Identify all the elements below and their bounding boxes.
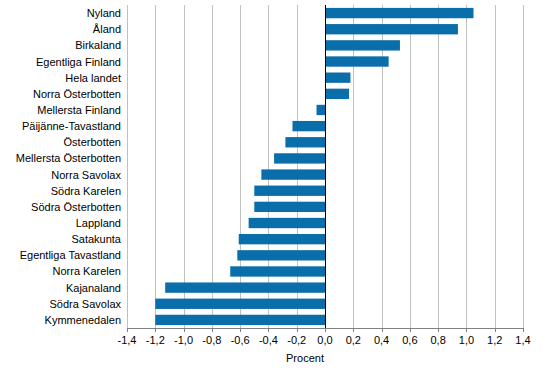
grid-line — [212, 5, 213, 328]
grid-line — [240, 5, 241, 328]
grid-line — [466, 5, 467, 328]
grid-line — [438, 5, 439, 328]
grid-line — [353, 5, 354, 328]
chart: -1,4 -1,2 -1,0 -0,8 -0,6 -0,4 -0,2 0,0 0,2 0,4 0,6… — [0, 0, 557, 368]
grid-line — [127, 5, 128, 328]
x-axis-line — [127, 328, 523, 329]
grid-line — [297, 5, 298, 328]
category-label: Kymmenedalen — [45, 314, 121, 326]
grid-line — [382, 5, 383, 328]
tick-label: -1,0 — [174, 334, 193, 346]
tick-mark — [523, 328, 524, 332]
category-label: Södra Savolax — [49, 298, 121, 310]
bar — [325, 24, 458, 34]
grid-line — [155, 5, 156, 328]
bar — [249, 218, 325, 228]
grid-line — [523, 5, 524, 328]
bar — [285, 137, 325, 147]
category-label: Hela landet — [65, 72, 121, 84]
bars — [155, 8, 473, 325]
x-axis-label: Procent — [286, 352, 324, 364]
tick-label: -1,4 — [118, 334, 137, 346]
bar — [292, 121, 325, 131]
bar — [325, 89, 349, 99]
bar — [239, 234, 325, 244]
tick-label: 0,2 — [346, 334, 361, 346]
tick-label: -0,2 — [287, 334, 306, 346]
category-label: Norra Savolax — [51, 169, 121, 181]
category-label: Nyland — [87, 7, 121, 19]
bar — [254, 186, 325, 196]
bar — [237, 250, 325, 260]
bar — [325, 73, 350, 83]
tick-label: 0,0 — [317, 334, 332, 346]
category-label: Kajanaland — [66, 282, 121, 294]
bar — [155, 299, 325, 309]
grid-line — [410, 5, 411, 328]
tick-label: 0,8 — [430, 334, 445, 346]
category-label: Österbotten — [64, 136, 121, 148]
bar — [261, 169, 325, 179]
grid-line — [495, 5, 496, 328]
tick-label: -0,8 — [202, 334, 221, 346]
bar — [274, 153, 325, 163]
tick-label: 1,4 — [515, 334, 530, 346]
grid-line — [184, 5, 185, 328]
category-label: Södra Österbotten — [31, 201, 121, 213]
bar — [325, 40, 400, 50]
tick-label: 1,2 — [487, 334, 502, 346]
zero-line — [325, 5, 326, 328]
category-label: Norra Österbotten — [33, 88, 121, 100]
bar — [165, 282, 325, 292]
category-label: Birkaland — [75, 39, 121, 51]
bar — [254, 202, 325, 212]
category-label: Mellersta Finland — [37, 104, 121, 116]
tick-label: 0,6 — [402, 334, 417, 346]
category-label: Åland — [93, 23, 121, 35]
category-label: Södra Karelen — [51, 185, 121, 197]
bar — [325, 8, 474, 18]
tick-label: -1,2 — [146, 334, 165, 346]
tick-label: -0,6 — [231, 334, 250, 346]
category-label: Satakunta — [71, 233, 121, 245]
category-label: Lappland — [76, 217, 121, 229]
category-label: Mellersta Österbotten — [16, 152, 121, 164]
category-label: Päijänne-Tavastland — [22, 120, 121, 132]
bar — [325, 56, 389, 66]
grid-line — [268, 5, 269, 328]
bar — [155, 315, 325, 325]
bar — [230, 266, 325, 276]
category-label: Egentliga Tavastland — [20, 249, 121, 261]
tick-label: -0,4 — [259, 334, 278, 346]
tick-label: 0,4 — [374, 334, 389, 346]
grid-line — [325, 5, 326, 328]
bar — [317, 105, 325, 115]
category-label: Norra Karelen — [53, 265, 121, 277]
category-label: Egentliga Finland — [36, 56, 121, 68]
tick-label: 1,0 — [459, 334, 474, 346]
